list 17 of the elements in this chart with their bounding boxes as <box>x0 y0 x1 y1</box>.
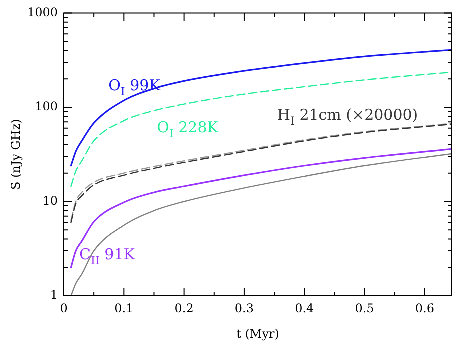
x-tick-label: 0.6 <box>415 301 434 316</box>
x-tick-label: 0 <box>60 301 68 316</box>
x-axis-title: t (Myr) <box>236 327 280 341</box>
x-tick-label: 0.1 <box>114 301 134 316</box>
line-series <box>70 148 452 268</box>
y-tick-label: 100 <box>35 100 58 114</box>
y-tick-label: 1 <box>50 288 58 302</box>
x-tick-label: 0.3 <box>234 301 254 316</box>
line-series <box>70 154 452 296</box>
x-tick-label: 0.2 <box>174 301 194 316</box>
y-tick-label: 10 <box>42 194 58 208</box>
y-axis-title: S (nJy GHz) <box>9 119 23 190</box>
x-tick-label: 0.4 <box>295 301 315 316</box>
line-series <box>70 49 452 167</box>
y-tick-label: 1000 <box>27 5 58 20</box>
x-tick-label: 0.5 <box>355 301 374 316</box>
line-series <box>70 72 452 188</box>
